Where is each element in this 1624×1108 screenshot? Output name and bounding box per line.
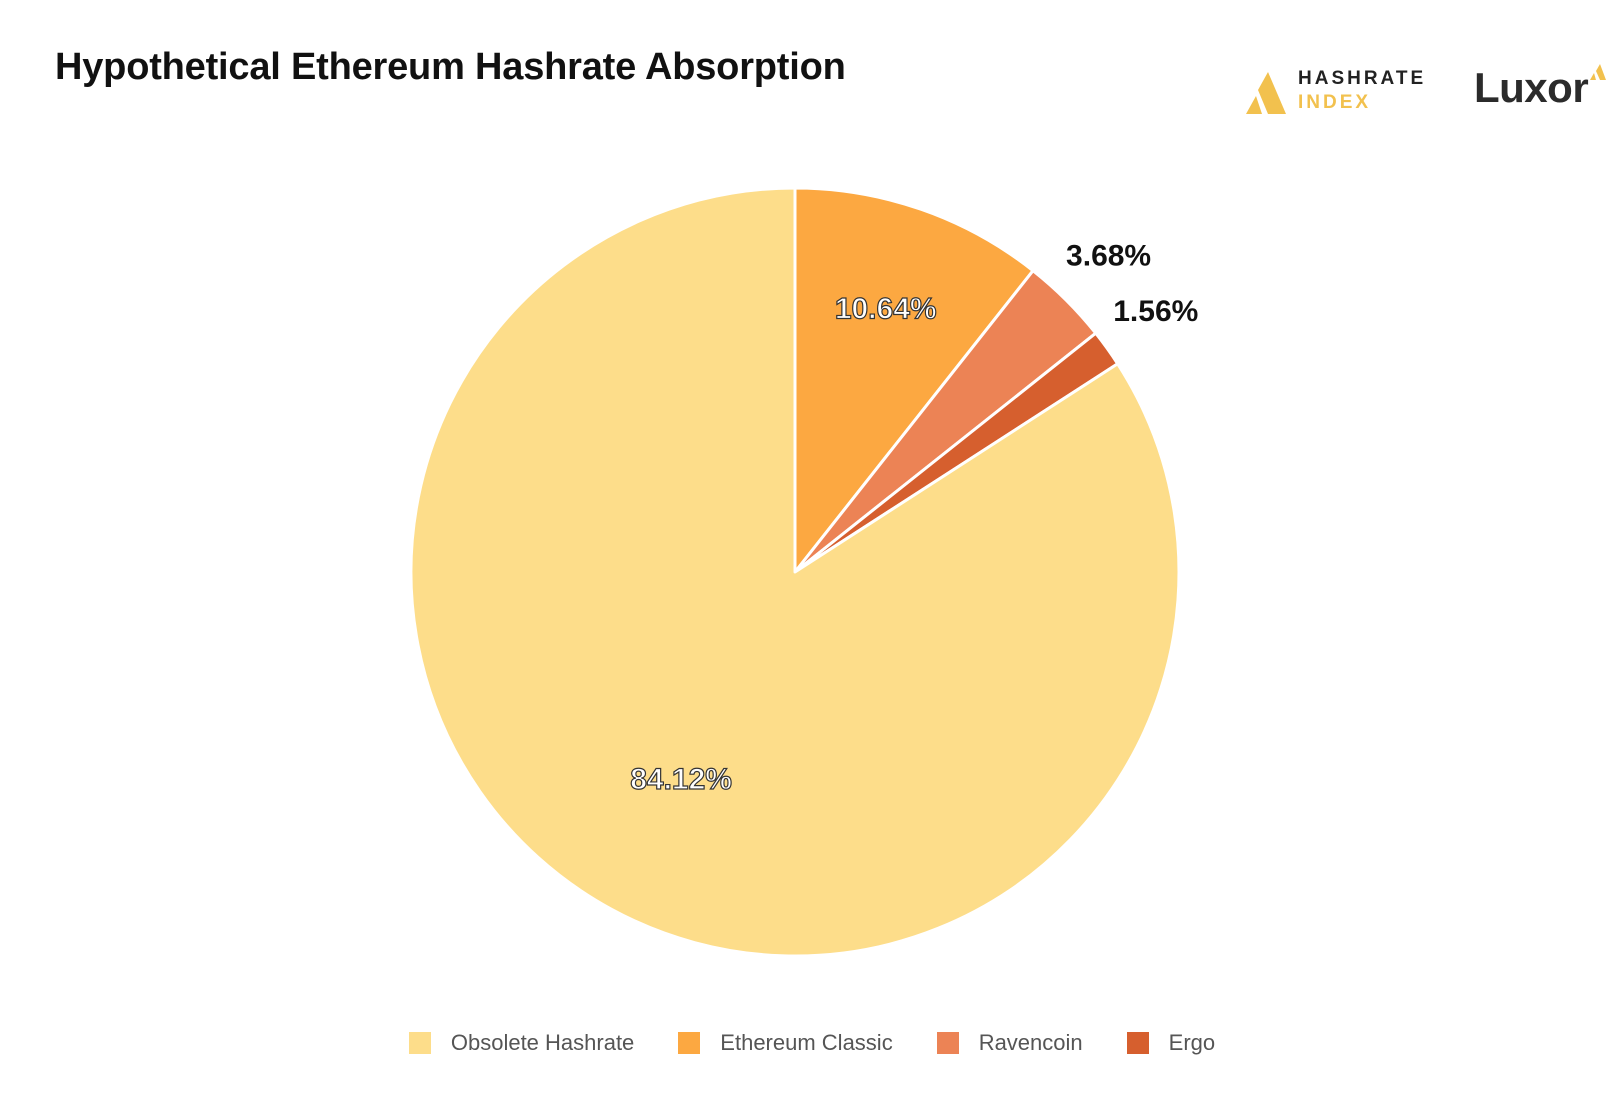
- data-label-ravencoin: 3.68%: [1066, 240, 1151, 273]
- pie-slice-ethereum-classic: [793, 186, 1035, 574]
- luxor-spark-icon: [1590, 64, 1606, 80]
- legend-swatch: [1126, 1032, 1149, 1054]
- legend-label: Ravencoin: [978, 1030, 1083, 1055]
- legend-item-ravencoin: Ravencoin: [936, 1030, 1083, 1056]
- pie-data-labels: 10.64% 3.68% 1.56% 84.12%: [630, 240, 1199, 797]
- legend-swatch: [936, 1032, 959, 1054]
- pie-slices: [409, 186, 1181, 958]
- data-label-ethereum-classic: 10.64%: [835, 293, 937, 326]
- legend-label: Ethereum Classic: [720, 1030, 893, 1055]
- legend-swatch: [678, 1032, 701, 1054]
- hashrate-index-logo-icon: [1246, 72, 1286, 114]
- luxor-wordmark: Luxor: [1474, 64, 1589, 111]
- legend-item-ergo: Ergo: [1126, 1030, 1216, 1056]
- legend-item-ethereum-classic: Ethereum Classic: [678, 1030, 893, 1056]
- luxor-logo: Luxor: [1474, 64, 1614, 114]
- hashrate-index-wordmark-bottom: INDEX: [1298, 92, 1372, 113]
- legend-swatch: [408, 1032, 431, 1054]
- pie-slice-obsolete-hashrate: [409, 186, 1181, 958]
- data-label-obsolete-hashrate: 84.12%: [630, 763, 732, 796]
- data-label-ergo: 1.56%: [1113, 295, 1198, 328]
- hashrate-index-wordmark-top: HASHRATE: [1298, 68, 1427, 89]
- legend-label: Obsolete Hashrate: [450, 1030, 635, 1055]
- chart-legend: Obsolete Hashrate Ethereum Classic Ravenco…: [0, 1030, 1624, 1056]
- chart-title: Hypothetical Ethereum Hashrate Absorptio…: [55, 46, 846, 88]
- legend-label: Ergo: [1168, 1030, 1216, 1055]
- legend-item-obsolete-hashrate: Obsolete Hashrate: [408, 1030, 635, 1056]
- hashrate-index-logo: HASHRATE INDEX: [1236, 64, 1436, 114]
